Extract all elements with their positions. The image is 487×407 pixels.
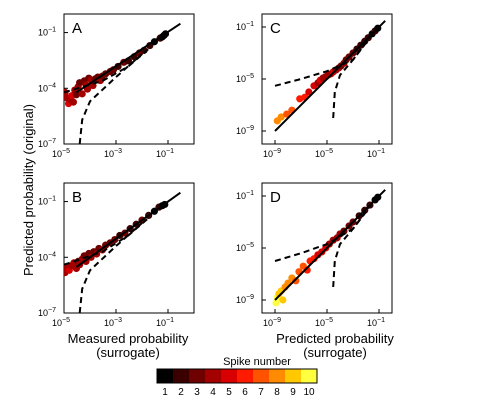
colorbar-swatch	[237, 369, 253, 383]
y-tick-label: 10−5	[236, 73, 254, 84]
identity-line	[75, 191, 181, 268]
colorbar-swatch	[189, 369, 205, 383]
colorbar-swatch	[173, 369, 189, 383]
y-tick-label: 10−7	[38, 307, 56, 318]
data-point	[305, 88, 313, 96]
x-axis-title-right-line1: Predicted probability	[276, 331, 394, 346]
x-tick-label: 10−9	[263, 148, 281, 159]
y-tick-label: 10−1	[38, 27, 56, 38]
x-axis-title-left-line2: (surrogate)	[96, 345, 160, 360]
lower-confidence-bound	[78, 222, 143, 313]
colorbar: Spike number 1 2 3 4 5 6 7 8 9 10	[156, 356, 318, 398]
colorbar-label: 9	[290, 387, 296, 398]
data-point	[283, 110, 291, 118]
colorbar-swatch	[253, 369, 269, 383]
panel-c: 10−9 10−5 10−1 10−9 10−5 10−1 C	[236, 13, 393, 159]
data-point	[292, 277, 300, 285]
x-tick-label: 10−1	[367, 317, 385, 328]
x-axis-title-left-line1: Measured probability	[68, 331, 189, 346]
lower-confidence-bound	[332, 42, 367, 119]
colorbar-label: 2	[178, 387, 184, 398]
identity-line	[274, 20, 386, 132]
colorbar-label: 7	[258, 387, 264, 398]
colorbar-title: Spike number	[223, 356, 291, 368]
x-tick-label: 10−5	[315, 317, 333, 328]
y-axis-title: Predicted probability (original)	[21, 104, 36, 276]
colorbar-label: 10	[303, 387, 315, 398]
colorbar-label: 5	[226, 387, 232, 398]
panel-a: 10−5 10−3 10−1 10−7 10−4 10−1 A	[38, 13, 195, 159]
colorbar-label: 6	[242, 387, 248, 398]
data-point	[78, 90, 86, 98]
data-point	[72, 91, 81, 99]
lower-confidence-bound	[332, 211, 367, 288]
x-tick-label: 10−3	[104, 317, 122, 328]
y-tick-label: 10−4	[38, 251, 56, 262]
y-tick-label: 10−1	[236, 21, 254, 32]
x-tick-label: 10−1	[156, 317, 174, 328]
identity-line	[75, 22, 181, 94]
panel-letter: C	[270, 20, 281, 37]
colorbar-label: 3	[194, 387, 200, 398]
y-tick-label: 10−1	[38, 196, 56, 207]
panel-letter: D	[270, 189, 281, 206]
x-tick-label: 10−3	[104, 148, 122, 159]
y-tick-label: 10−9	[236, 125, 254, 136]
colorbar-label: 1	[162, 387, 168, 398]
colorbar-label: 8	[274, 387, 280, 398]
colorbar-swatch	[205, 369, 221, 383]
x-tick-label: 10−9	[263, 317, 281, 328]
plot-area	[272, 189, 386, 307]
plot-area	[64, 191, 181, 313]
x-tick-label: 10−5	[315, 148, 333, 159]
colorbar-swatch	[269, 369, 285, 383]
x-tick-label: 10−1	[367, 148, 385, 159]
colorbar-label: 4	[210, 387, 216, 398]
y-tick-label: 10−4	[38, 82, 56, 93]
x-tick-label: 10−1	[156, 148, 174, 159]
plot-frame	[63, 13, 195, 145]
colorbar-frame	[156, 368, 318, 384]
x-tick-label: 10−5	[52, 148, 70, 159]
panel-d: 10−9 10−5 10−1 10−9 10−5 10−1 D	[236, 182, 393, 328]
y-tick-label: 10−7	[38, 138, 56, 149]
x-tick-label: 10−5	[52, 317, 70, 328]
lower-confidence-bound	[78, 53, 143, 144]
x-axis-title-right-line2: (surrogate)	[303, 345, 367, 360]
colorbar-swatch	[285, 369, 301, 383]
colorbar-swatch	[301, 369, 317, 383]
y-tick-label: 10−5	[236, 242, 254, 253]
plot-area	[273, 20, 386, 132]
panel-letter: A	[72, 20, 82, 37]
colorbar-swatch	[157, 369, 173, 383]
y-tick-label: 10−1	[236, 190, 254, 201]
data-point	[279, 296, 287, 304]
data-point	[69, 98, 78, 106]
panel-b: 10−5 10−3 10−1 10−7 10−4 10−1 B	[38, 182, 195, 328]
colorbar-swatch	[221, 369, 237, 383]
data-point	[277, 113, 285, 121]
panel-letter: B	[72, 189, 82, 206]
plot-area	[64, 22, 181, 144]
plot-frame	[63, 182, 195, 314]
y-tick-label: 10−9	[236, 294, 254, 305]
identity-line	[274, 189, 386, 301]
